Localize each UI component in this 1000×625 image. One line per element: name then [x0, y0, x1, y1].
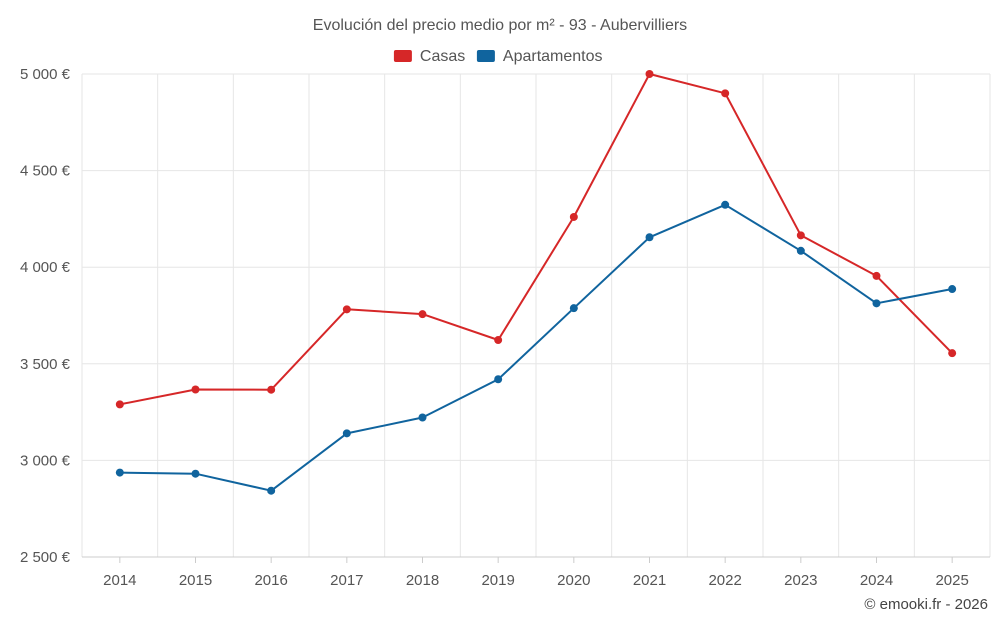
legend-label-casas[interactable]: Casas	[420, 48, 465, 65]
data-point-casas[interactable]	[569, 212, 578, 221]
data-point-apartamentos[interactable]	[494, 375, 503, 384]
data-point-casas[interactable]	[872, 271, 881, 280]
data-point-apartamentos[interactable]	[872, 299, 881, 308]
data-point-casas[interactable]	[494, 336, 503, 345]
data-point-casas[interactable]	[418, 310, 427, 319]
data-point-apartamentos[interactable]	[115, 468, 124, 477]
legend-swatch-apartamentos	[476, 50, 495, 62]
legend-swatch-casas	[393, 50, 412, 62]
series-line-casas	[119, 73, 953, 406]
y-tick-label: 2 500 €	[20, 549, 71, 566]
x-tick-label: 2025	[935, 572, 968, 589]
x-tick-label: 2017	[330, 572, 363, 589]
series-group	[115, 70, 957, 495]
y-tick-label: 4 000 €	[20, 259, 71, 276]
credit-label: © emooki.fr - 2026	[864, 596, 988, 613]
data-point-apartamentos[interactable]	[267, 486, 276, 495]
data-point-apartamentos[interactable]	[948, 285, 957, 294]
y-axis: 2 500 € 3 000 € 3 500 € 4 000 € 4 500 € 5 000…	[20, 66, 71, 566]
chart-title: Evolución del precio medio por m² - 93 -…	[313, 17, 687, 34]
x-tick-label: 2018	[406, 572, 439, 589]
data-point-casas[interactable]	[948, 349, 957, 358]
x-tick-label: 2020	[557, 572, 590, 589]
data-point-apartamentos[interactable]	[191, 469, 200, 478]
x-tick-label: 2021	[633, 572, 666, 589]
data-point-apartamentos[interactable]	[796, 246, 805, 255]
x-tick-label: 2015	[179, 572, 212, 589]
y-tick-label: 5 000 €	[20, 66, 71, 83]
data-point-casas[interactable]	[267, 385, 276, 394]
x-tick-label: 2022	[708, 572, 741, 589]
data-point-apartamentos[interactable]	[418, 413, 427, 422]
data-point-casas[interactable]	[115, 400, 124, 409]
y-tick-label: 4 500 €	[20, 163, 71, 180]
x-axis: 2014 2015 2016 2017 2018 2019 2020 2021 2022 2023…	[103, 557, 969, 589]
data-point-casas[interactable]	[342, 305, 351, 314]
data-point-apartamentos[interactable]	[721, 200, 730, 209]
data-point-casas[interactable]	[721, 89, 730, 98]
data-point-apartamentos[interactable]	[342, 429, 351, 438]
x-tick-label: 2024	[860, 572, 893, 589]
legend-label-apartamentos[interactable]: Apartamentos	[503, 48, 603, 65]
x-tick-label: 2016	[254, 572, 287, 589]
x-tick-label: 2023	[784, 572, 817, 589]
x-tick-label: 2014	[103, 572, 136, 589]
data-point-casas[interactable]	[796, 231, 805, 240]
y-tick-label: 3 500 €	[20, 356, 71, 373]
data-point-apartamentos[interactable]	[645, 233, 654, 242]
data-point-apartamentos[interactable]	[569, 304, 578, 313]
legend: Casas Apartamentos	[393, 48, 603, 65]
gridlines	[81, 73, 991, 558]
y-tick-label: 3 000 €	[20, 452, 71, 469]
data-point-casas[interactable]	[191, 385, 200, 394]
x-tick-label: 2019	[481, 572, 514, 589]
series-line-apartamentos	[119, 203, 953, 492]
data-point-casas[interactable]	[645, 70, 654, 78]
